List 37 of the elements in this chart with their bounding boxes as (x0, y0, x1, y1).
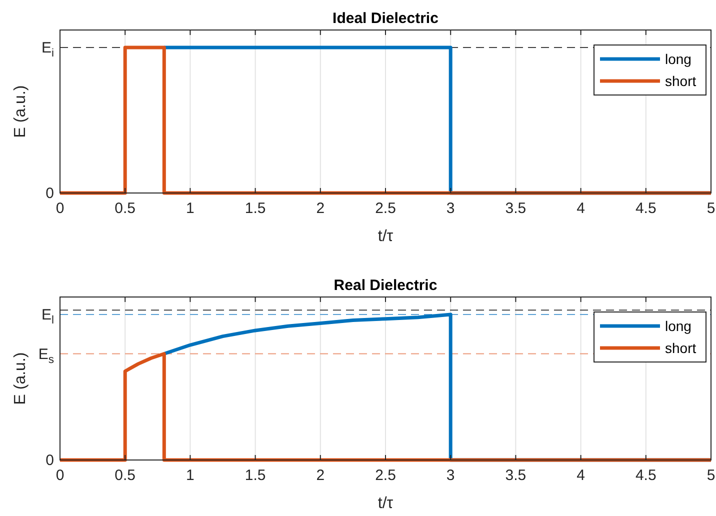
x-tick-label: 5 (706, 467, 716, 484)
legend-label: long (665, 51, 692, 67)
legend-label: short (665, 340, 696, 356)
x-tick-label: 0.5 (114, 467, 136, 484)
x-tick-label: 4 (576, 467, 585, 484)
x-tick-label: 2.5 (375, 467, 396, 484)
x-tick-label: 3.5 (505, 467, 526, 484)
x-tick-label: 3.5 (505, 200, 526, 217)
y-axis-title: E (a.u.) (12, 85, 29, 138)
chart-title: Ideal Dielectric (332, 10, 438, 27)
x-tick-label: 1 (186, 200, 194, 217)
x-tick-label: 1.5 (244, 200, 266, 217)
text: 0 (46, 452, 54, 469)
chart-title: Real Dielectric (334, 277, 438, 294)
x-tick-label: 3 (446, 467, 455, 484)
x-tick-label: 2.5 (375, 200, 396, 217)
y-axis-title: E (a.u.) (12, 352, 29, 405)
ref-line-label: E$_{s}$ (38, 346, 54, 366)
legend-label: short (665, 73, 696, 89)
x-tick-label: 0.5 (114, 200, 136, 217)
x-tick-label: 4 (576, 200, 585, 217)
x-tick-label: 4.5 (635, 200, 656, 217)
x-tick-label: 1.5 (244, 467, 266, 484)
ref-line-label: E$_{i}$ (41, 39, 54, 60)
x-axis-title: t/τ (378, 495, 394, 512)
x-tick-label: 2 (316, 200, 325, 217)
x-axis-title: t/τ (378, 228, 394, 245)
x-tick-label: 5 (706, 200, 716, 217)
legend-label: long (665, 318, 692, 334)
x-tick-label: 1 (186, 467, 194, 484)
x-tick-label: 2 (316, 467, 325, 484)
ref-line-label: E$_{l}$ (41, 306, 54, 326)
x-tick-label: 0 (56, 467, 64, 484)
text: 0 (46, 185, 54, 202)
x-tick-label: 3 (446, 200, 455, 217)
x-tick-label: 0 (56, 200, 64, 217)
x-tick-label: 4.5 (635, 467, 656, 484)
